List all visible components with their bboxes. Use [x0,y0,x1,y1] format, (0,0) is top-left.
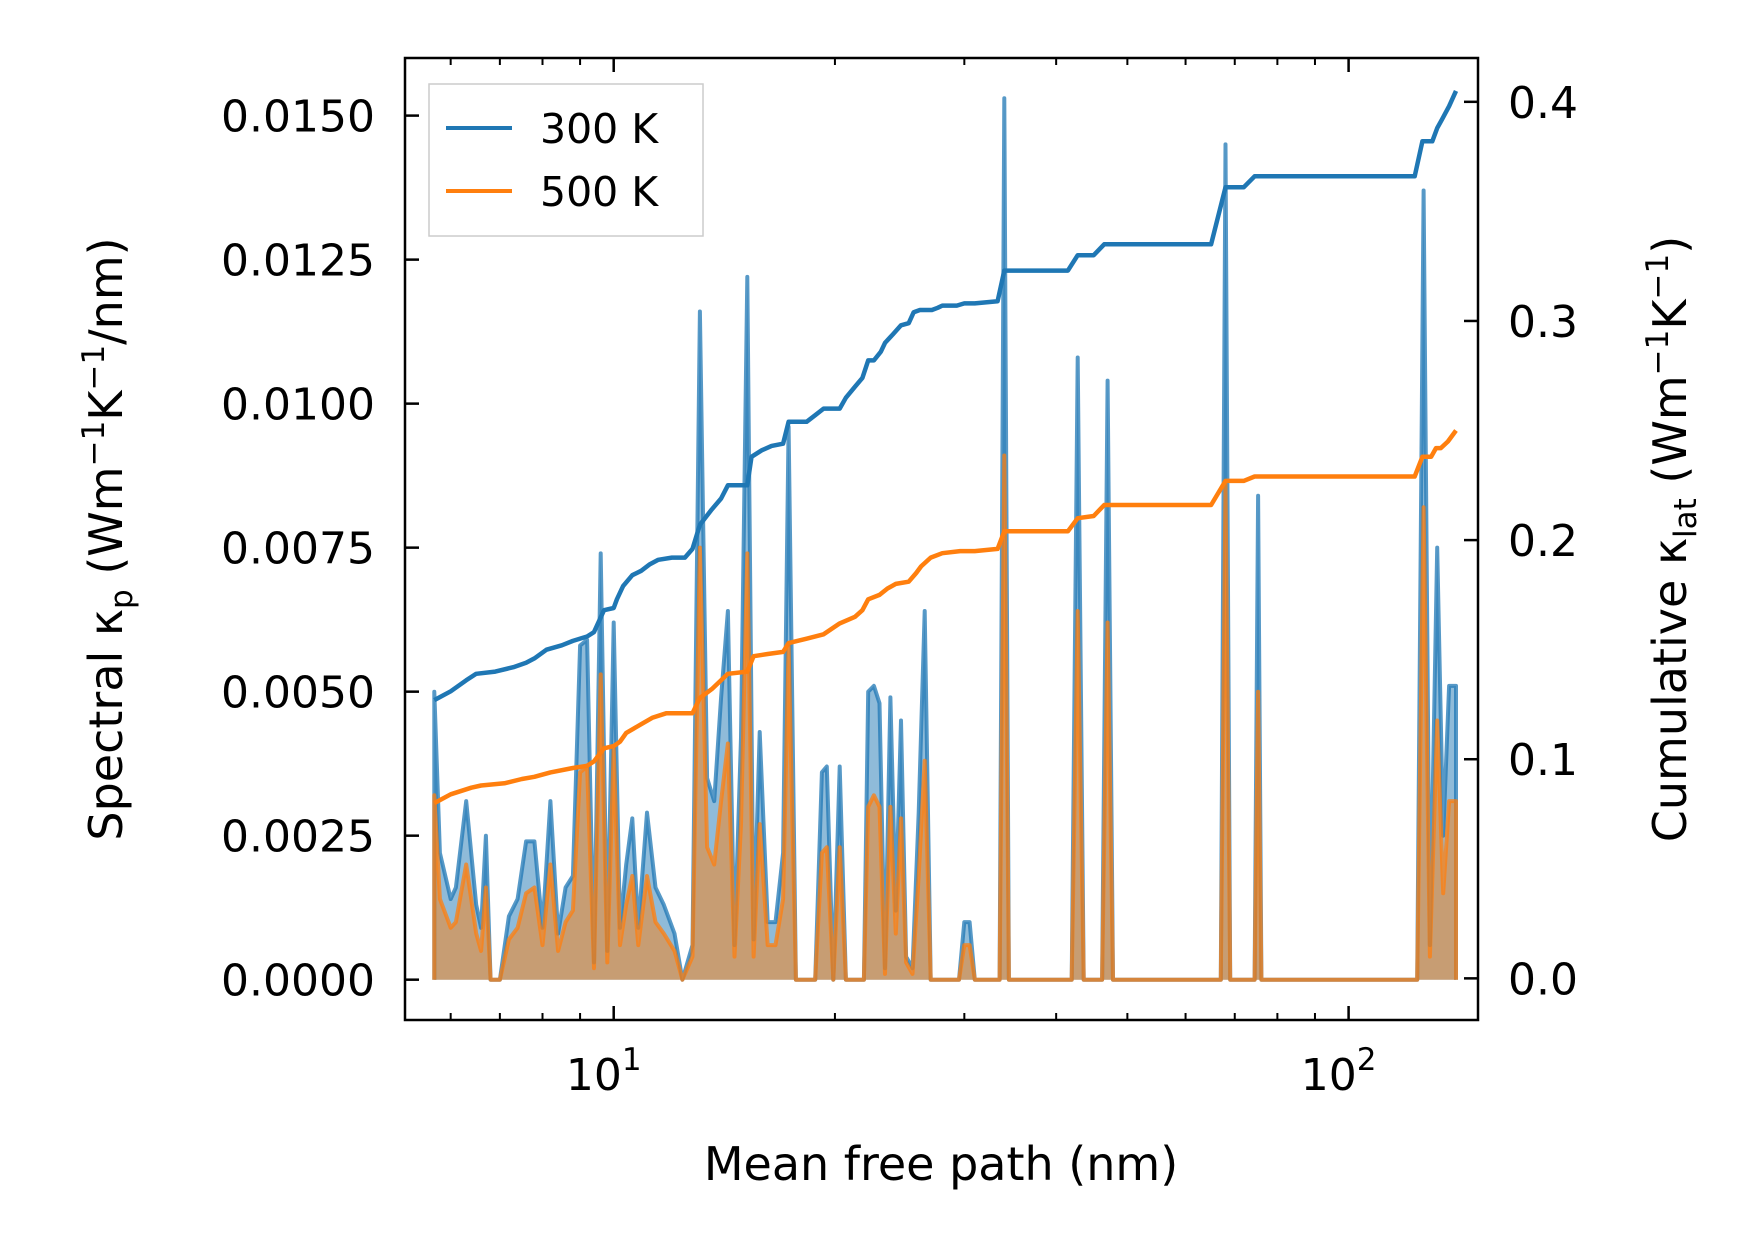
y-left-tick-label: 0.0050 [221,668,375,719]
y-right-tick-label: 0.0 [1508,954,1578,1005]
plot-area [432,89,1459,982]
spectral-line-500k [432,453,1458,982]
y-right-tick-label: 0.4 [1508,78,1578,129]
y-left-tick-label: 0.0075 [221,524,375,575]
x-tick-label: 102 [1301,1042,1377,1101]
x-tick-label: 101 [566,1042,642,1101]
cumulative-lines [433,89,1459,806]
cumulative-line-500k [433,429,1458,806]
legend-label-300k: 300 K [540,105,659,153]
legend: 300 K 500 K [428,83,704,237]
y-left-tick-label: 0.0125 [221,236,375,287]
y-left-tick-label: 0.0100 [221,380,375,431]
y-axis-right-label: Cumulative κlat (Wm−1K−1) [1640,236,1704,842]
spectral-fill-500k [434,455,1456,980]
plot-frame [403,56,1480,1022]
y-right-tick-label: 0.3 [1508,297,1578,348]
legend-box [428,83,704,237]
y-axis-left-label: Spectral κp (Wm−1K−1/nm) [76,237,140,840]
y-left-tick-label: 0.0025 [221,812,375,863]
cumulative-line-300k [433,89,1459,703]
spectral-lines [432,96,1458,982]
legend-label-500k: 500 K [540,168,659,216]
y-left-tick-label: 0.0150 [221,92,375,143]
x-axis-label: Mean free path (nm) [704,1137,1178,1191]
y-left-tick-label: 0.0000 [221,956,375,1007]
axis-ticks: 101 102 0.0000 0.0025 0.0050 0.0075 0.0100 0.01… [221,58,1578,1101]
y-right-tick-label: 0.1 [1508,735,1578,786]
y-right-tick-label: 0.2 [1508,516,1578,567]
